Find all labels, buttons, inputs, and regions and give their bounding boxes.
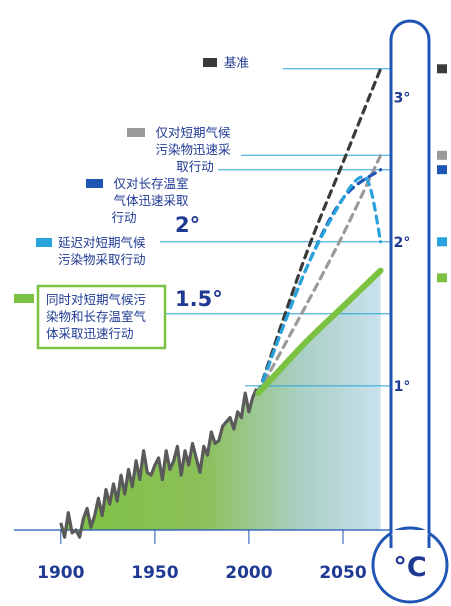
baseline-line xyxy=(256,67,383,395)
threshold-1p5-label: 1.5° xyxy=(175,287,223,311)
legend-swatch-short-lived xyxy=(127,128,145,137)
warming-area xyxy=(60,270,381,538)
legend-box-combined xyxy=(36,284,167,350)
x-tick-label-1900: 1900 xyxy=(37,563,84,583)
legend-swatch-baseline xyxy=(203,58,217,67)
observed-temperature-line xyxy=(59,388,258,539)
legend-swatch-long-lived xyxy=(86,179,103,188)
series xyxy=(59,67,384,539)
x-tick-label-2050: 2050 xyxy=(319,563,366,583)
x-tick-label-1950: 1950 xyxy=(131,563,178,583)
combined-action-line xyxy=(255,267,384,397)
thermo-swatch-short-lived-only xyxy=(437,150,447,160)
thermometer xyxy=(371,19,449,604)
legend-swatch-delayed xyxy=(36,238,52,247)
legend: 基准 仅对短期气候 污染物迅速采 取行动 仅对长存温室 气体迅速采取 行动 延迟… xyxy=(14,55,249,350)
thermo-swatch-delayed-action xyxy=(437,237,447,247)
thermometer-markers: 1° 2° 3° 2° 1.5° xyxy=(175,64,447,395)
legend-label-delayed: 延迟对短期气候 污染物采取行动 xyxy=(58,235,150,267)
warming-area-fill xyxy=(60,270,381,538)
temp-marker-2: 2° xyxy=(394,235,411,251)
legend-label-long-lived: 仅对长存温室 气体迅速采取 行动 xyxy=(111,176,192,225)
unit-label: °C xyxy=(393,552,426,583)
short-lived-only-line xyxy=(256,153,383,395)
legend-label-baseline: 基准 xyxy=(224,55,249,70)
temp-marker-1: 1° xyxy=(394,379,411,395)
x-tick-label-2000: 2000 xyxy=(225,563,272,583)
legend-label-short-lived: 仅对短期气候 污染物迅速采 取行动 xyxy=(156,125,235,174)
thermo-swatch-baseline xyxy=(437,64,447,74)
axis-ticks: 1900 1950 2000 2050 xyxy=(37,530,367,583)
legend-label-combined: 同时对短期气候污 染物和长存温室气 体采取迅速行动 xyxy=(46,292,150,341)
thermo-swatch-long-lived-only xyxy=(437,165,447,175)
delayed-action-line xyxy=(256,175,383,395)
temp-marker-3: 3° xyxy=(394,91,411,107)
threshold-2-label: 2° xyxy=(175,213,200,237)
thermo-swatch-combined-action xyxy=(437,273,447,283)
legend-swatch-combined xyxy=(14,294,34,303)
